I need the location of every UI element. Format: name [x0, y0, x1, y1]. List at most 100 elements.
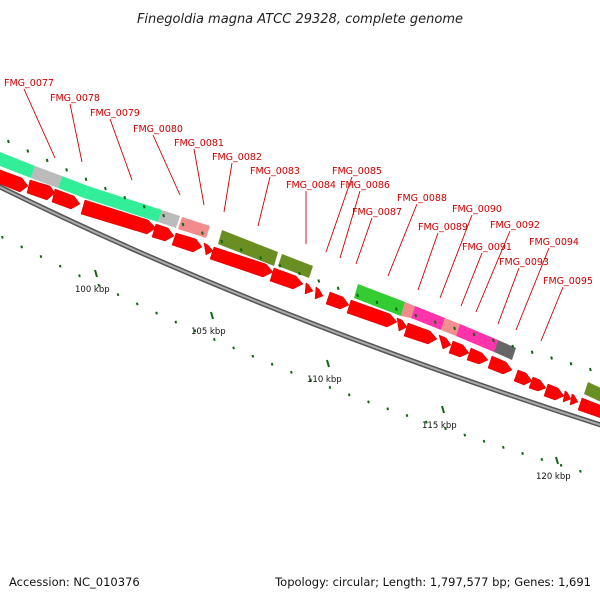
cds-arrow [314, 286, 324, 300]
gene-label: FMG_0089 [418, 222, 468, 233]
gc-mark [155, 311, 158, 315]
gc-mark [39, 255, 43, 259]
cds-arrow [209, 246, 274, 278]
gc-mark [193, 329, 197, 333]
scale-tick-label: 110 kbp [307, 375, 342, 385]
gc-mark [135, 302, 139, 306]
cds-arrow [528, 376, 547, 392]
gc-mark [65, 168, 68, 172]
cds-arrow [513, 369, 533, 386]
cds-arrow [0, 169, 29, 193]
gene-leader-line [387, 203, 418, 277]
accession-label: Accession: NC_010376 [9, 575, 140, 589]
cds-arrow [396, 317, 408, 332]
gc-mark [97, 283, 101, 287]
gc-mark [201, 231, 204, 235]
cog-segment [411, 306, 445, 330]
gene-label: FMG_0083 [250, 166, 300, 177]
gene-leader-line [152, 134, 181, 196]
gc-mark [375, 300, 379, 305]
scale-tick-label: 115 kbp [422, 421, 457, 431]
gc-mark [45, 158, 49, 163]
cog-segment [31, 166, 62, 188]
gc-mark [1, 235, 4, 239]
gc-content-marks [1, 139, 592, 473]
gc-mark [20, 245, 24, 249]
gc-mark [424, 420, 428, 424]
gc-mark [84, 177, 88, 181]
gc-mark [530, 350, 534, 355]
gc-mark [433, 320, 437, 324]
cds-arrow [80, 199, 157, 235]
gc-mark [174, 320, 178, 324]
gc-mark [162, 213, 165, 218]
cds-arrow [562, 390, 572, 403]
gc-mark [521, 451, 524, 455]
cds-arrow [403, 322, 438, 345]
scale-ticks: 100 kbp 105 kbp 110 kbp 115 kbp 120 kbp [75, 269, 571, 482]
gc-mark [78, 274, 81, 278]
gene-leader-line [193, 148, 205, 206]
cds-arrow [438, 334, 452, 350]
gene-leader-line [325, 176, 353, 253]
gene-label: FMG_0095 [543, 276, 593, 287]
gc-mark [386, 407, 390, 411]
gene-label: FMG_0092 [490, 220, 540, 231]
gc-mark [472, 332, 476, 337]
gc-mark [405, 414, 409, 418]
gene-label: FMG_0081 [174, 138, 224, 149]
scale-tick-mark [441, 405, 445, 414]
gc-mark [212, 337, 216, 342]
gc-mark [579, 469, 582, 473]
gc-mark [540, 457, 544, 461]
gc-mark [142, 204, 146, 209]
gene-label: FMG_0077 [4, 78, 54, 89]
gc-mark [232, 346, 235, 350]
gc-mark [270, 362, 274, 366]
gc-mark [492, 338, 495, 343]
gene-label: FMG_0086 [340, 180, 390, 191]
cog-segment [441, 318, 460, 336]
gc-mark [181, 222, 185, 227]
cog-segment [584, 382, 600, 402]
scale-tick-mark [94, 269, 98, 278]
gc-mark [123, 195, 127, 200]
gc-mark [463, 433, 467, 437]
gc-mark [298, 271, 301, 276]
gene-leader-line [497, 267, 520, 325]
gene-leader-line [69, 103, 83, 163]
cds-arrow [26, 179, 56, 201]
cds-arrow [543, 383, 565, 401]
gc-mark [290, 370, 293, 374]
gc-mark [104, 186, 107, 191]
cog-segment [354, 284, 405, 316]
genome-backbone-highlight [0, 185, 600, 426]
map-title: Finegoldia magna ATCC 29328, complete ge… [137, 12, 463, 27]
gc-mark [501, 445, 505, 449]
gc-mark [511, 344, 515, 349]
gc-mark [347, 393, 351, 397]
scale-tick-label: 100 kbp [75, 285, 110, 295]
scale-tick-mark [210, 311, 214, 320]
cds-arrow [346, 299, 398, 328]
gene-label: FMG_0084 [286, 180, 336, 191]
gc-mark [336, 286, 340, 291]
gc-mark [328, 385, 332, 390]
cds-arrow [51, 188, 81, 210]
cog-segment [58, 176, 88, 198]
gene-leader-line [515, 247, 550, 331]
cog-segment [494, 340, 516, 360]
gc-mark [356, 293, 359, 298]
gc-mark [58, 264, 62, 268]
gc-mark [559, 463, 563, 467]
gc-mark [239, 248, 243, 252]
cds-arrows [0, 169, 600, 418]
gc-mark [278, 264, 282, 268]
cog-segment [456, 324, 498, 352]
cog-segment [0, 152, 35, 178]
cog-segments [0, 152, 600, 402]
gene-label: FMG_0080 [133, 124, 183, 135]
cog-segment [158, 210, 180, 228]
gene-label: FMG_0090 [452, 204, 502, 215]
